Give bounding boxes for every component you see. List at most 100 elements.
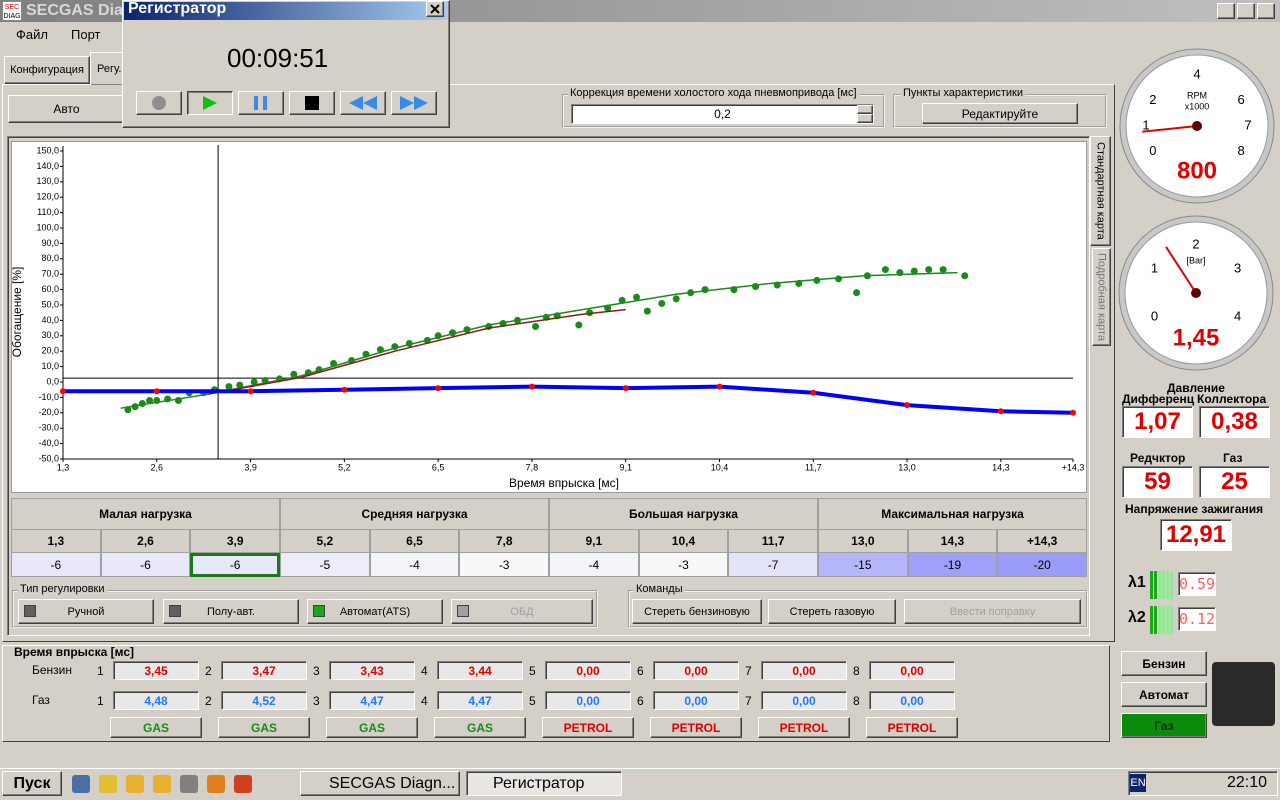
mode-button[interactable]: Автомат [1121, 682, 1207, 707]
table-cell[interactable]: -6 [100, 553, 191, 577]
quick-launch-icon[interactable] [207, 775, 225, 793]
lambda-value: 0.59 [1178, 572, 1216, 596]
quick-launch-icon[interactable] [99, 775, 117, 793]
group-label: Тип регулировки [18, 583, 107, 595]
pressure-value: 0,38 [1199, 406, 1270, 438]
mode-indicator[interactable]: PETROL [758, 717, 850, 738]
reducer-value: 59 [1122, 466, 1193, 498]
app-title: SECGAS Diag [26, 2, 133, 19]
gauge-unit: [Bar] [1186, 255, 1205, 265]
channel-number: 8 [853, 694, 860, 708]
recorder-icon [203, 96, 217, 110]
reg-button[interactable]: Автомат(ATS) [307, 599, 443, 624]
mode-indicator[interactable]: GAS [434, 717, 526, 738]
side-tab[interactable]: Подробная карта [1092, 248, 1111, 346]
window-max[interactable] [1237, 3, 1255, 19]
table-cell[interactable]: -4 [549, 553, 639, 577]
lang[interactable]: EN [1130, 774, 1146, 792]
table-cell[interactable]: -7 [728, 553, 818, 577]
recorder-icon [305, 96, 319, 110]
needle-hub [1192, 121, 1202, 131]
pressure-label: Дифференц [1122, 392, 1195, 406]
table-column: 3,9 [190, 530, 280, 553]
table-column: 5,2 [280, 530, 370, 553]
table-column: 7,8 [459, 530, 549, 553]
auto-button[interactable]: Авто [8, 95, 125, 123]
icon-text: SEC [4, 4, 20, 11]
quick-launch-icon[interactable] [72, 775, 90, 793]
injection-value: 4,48 [113, 691, 199, 710]
recorder-icon [254, 96, 267, 110]
lambda-bar [1166, 571, 1169, 599]
window-close[interactable] [1257, 3, 1275, 19]
recorder-button[interactable] [238, 91, 284, 115]
table-cell[interactable]: -3 [459, 553, 549, 577]
quick-launch-icon[interactable] [126, 775, 144, 793]
reg-button[interactable]: Полу-авт. [163, 599, 299, 624]
recorder-button[interactable] [391, 91, 437, 115]
mode-indicator[interactable]: GAS [326, 717, 418, 738]
chart-panel [7, 136, 1090, 636]
input[interactable]: 0,2 [571, 104, 874, 124]
lambda-bar [1150, 606, 1153, 634]
tab[interactable]: Конфигурация [4, 56, 90, 84]
task-button[interactable]: SECGAS Diagn... [300, 771, 460, 796]
table-cell[interactable]: -15 [818, 553, 908, 577]
spinner-down[interactable] [857, 114, 873, 123]
mode-indicator[interactable]: PETROL [650, 717, 742, 738]
recorder-button[interactable] [187, 91, 233, 115]
close-button[interactable] [426, 1, 444, 17]
recorder-button[interactable] [289, 91, 335, 115]
spinner-up[interactable] [857, 105, 873, 114]
reg-button[interactable]: Ручной [18, 599, 154, 624]
injection-value: 3,43 [329, 661, 415, 680]
task-button-active[interactable]: Регистратор [466, 771, 622, 796]
table-cell[interactable]: -20 [997, 553, 1087, 577]
ignition-value: 12,91 [1160, 519, 1232, 551]
mode-indicator[interactable]: GAS [110, 717, 202, 738]
edit-button[interactable]: Редактируйте [922, 103, 1078, 124]
mode-indicator[interactable]: PETROL [866, 717, 958, 738]
gear-indicator [1212, 662, 1275, 726]
reg-button[interactable]: ОБД [451, 599, 593, 624]
start-button[interactable]: Пуск [2, 771, 62, 796]
mode-indicator[interactable]: GAS [218, 717, 310, 738]
mode-button[interactable]: Бензин [1121, 651, 1207, 676]
command-button[interactable]: Стереть бензиновую [632, 599, 762, 624]
gauge-tick-label: 1 [1151, 260, 1158, 275]
recorder-title: Регистратор [128, 0, 227, 17]
channel-number: 7 [745, 694, 752, 708]
recorder-button[interactable] [340, 91, 386, 115]
quick-launch-icon[interactable] [234, 775, 252, 793]
table-cell[interactable]: -6 [11, 553, 101, 577]
channel-number: 3 [313, 664, 320, 678]
table-column: 1,3 [11, 530, 101, 553]
gauge-multiplier: x1000 [1185, 101, 1210, 111]
channel-number: 2 [205, 694, 212, 708]
table-cell[interactable]: -6 [190, 553, 280, 577]
recorder-button[interactable] [136, 91, 182, 115]
injection-value: 4,52 [221, 691, 307, 710]
mode-button[interactable]: Газ [1121, 713, 1207, 738]
table-cell[interactable]: -19 [907, 553, 998, 577]
icon-text: DIAG [3, 13, 21, 20]
gauge-needle [1142, 125, 1198, 133]
gauge-tick-label: 0 [1149, 143, 1156, 158]
quick-launch-icon[interactable] [153, 775, 171, 793]
gauge-value: 1,45 [1173, 324, 1220, 351]
gauge-tick-label: 2 [1149, 92, 1156, 107]
table-cell[interactable]: -3 [638, 553, 729, 577]
mode-indicator[interactable]: PETROL [542, 717, 634, 738]
pressure-title: Давление [1167, 381, 1225, 395]
injection-value: 0,00 [869, 691, 955, 710]
gauge-tick-label: 4 [1193, 66, 1200, 81]
quick-launch-icon[interactable] [180, 775, 198, 793]
table-cell[interactable]: -5 [280, 553, 370, 577]
table-cell[interactable]: -4 [369, 553, 460, 577]
gauge-tick-label: 8 [1238, 143, 1245, 158]
needle-hub [1191, 288, 1201, 298]
command-button[interactable]: Стереть газовую [768, 599, 896, 624]
window-min[interactable] [1217, 3, 1235, 19]
side-tab-active[interactable]: Стандартная карта [1090, 136, 1111, 246]
command-button[interactable]: Ввести поправку [904, 599, 1081, 624]
